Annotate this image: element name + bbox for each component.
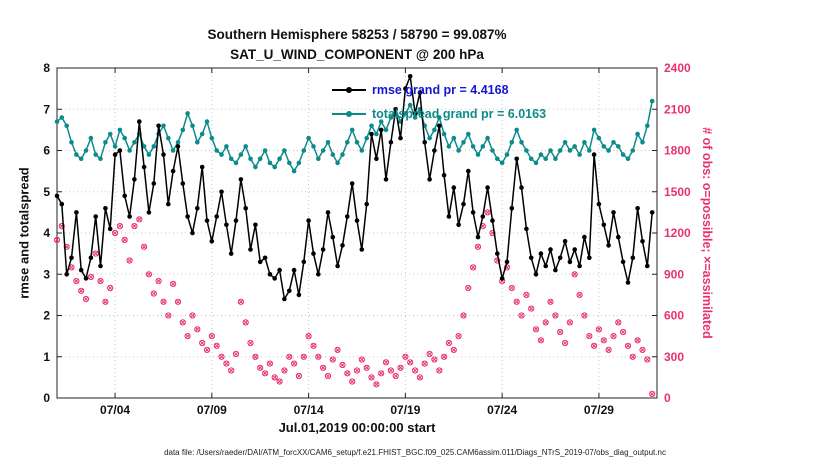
y-right-tick-label: 2100 (664, 102, 691, 116)
x-tick-label: 07/04 (100, 403, 130, 417)
rmse-line (56, 76, 653, 302)
left-axis-label: rmse and totalspread (16, 167, 32, 299)
y-right-tick-label: 1800 (664, 144, 691, 158)
figure-title-line2: SAT_U_WIND_COMPONENT @ 200 hPa (230, 47, 484, 62)
legend-entry-totalspread: totalspread grand pr = 6.0163 (332, 107, 546, 121)
x-tick-label: 07/29 (584, 403, 614, 417)
legend-rmse-sample (332, 85, 366, 96)
y-right-tick-label: 2400 (664, 61, 691, 75)
y-right-tick-label: 900 (664, 267, 684, 281)
y-right-tick-label: 600 (664, 309, 684, 323)
tick-labels: 07/04 07/09 07/14 07/19 07/24 07/29 0 1 2 3 4 5 6 7 8 0… (43, 61, 691, 417)
y-left-tick-label: 7 (43, 102, 50, 116)
footer-datafile: data file: /Users/raeder/DAI/ATM_forcXX/… (164, 448, 666, 457)
legend-totalspread-sample (332, 109, 366, 120)
y-right-tick-label: 0 (664, 391, 671, 405)
y-left-tick-label: 6 (43, 144, 50, 158)
figure-title-line1: Southern Hemisphere 58253 / 58790 = 99.0… (207, 27, 507, 42)
y-right-tick-label: 1500 (664, 185, 691, 199)
x-tick-label: 07/09 (197, 403, 227, 417)
axis-tick-marks (57, 67, 657, 399)
totalspread-markers (54, 98, 655, 174)
legend-rmse-label: rmse grand pr = 4.4168 (372, 83, 509, 97)
y-left-tick-label: 8 (43, 61, 50, 75)
y-left-tick-label: 4 (43, 226, 50, 240)
totalspread-marker-sample (346, 111, 352, 117)
rmse-marker-sample (346, 87, 352, 93)
x-tick-label: 07/19 (390, 403, 420, 417)
obs-assimilated-scatter (54, 209, 655, 397)
rmse-markers (54, 74, 655, 302)
legend-totalspread-label: totalspread grand pr = 6.0163 (372, 107, 547, 121)
y-left-tick-label: 5 (43, 185, 50, 199)
x-tick-label: 07/24 (487, 403, 517, 417)
y-right-tick-label: 1200 (664, 226, 691, 240)
y-left-tick-label: 1 (43, 350, 50, 364)
legend-entry-rmse: rmse grand pr = 4.4168 (332, 83, 509, 97)
y-left-tick-label: 0 (43, 391, 50, 405)
y-left-tick-label: 2 (43, 309, 50, 323)
x-tick-label: 07/14 (294, 403, 324, 417)
totalspread-line (56, 100, 653, 173)
y-right-tick-label: 300 (664, 350, 684, 364)
right-axis-label: # of obs: o=possible; ×=assimilated (700, 127, 714, 339)
y-left-tick-label: 3 (43, 267, 50, 281)
obs-possible-scatter (53, 209, 656, 397)
x-axis-label: Jul.01,2019 00:00:00 start (278, 420, 436, 435)
